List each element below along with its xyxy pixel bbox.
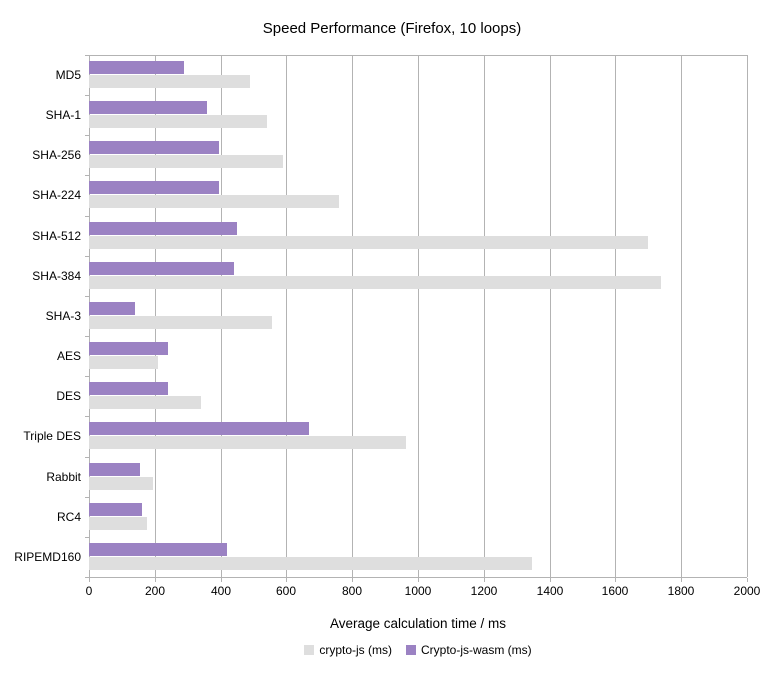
y-axis-tick-13 — [85, 577, 89, 578]
y-axis-tick-12 — [85, 537, 89, 538]
bar-crypto-js-wasm-ms--des — [89, 382, 168, 396]
bar-crypto-js-wasm-ms--rabbit — [89, 462, 140, 476]
y-axis-tick-1 — [85, 95, 89, 96]
chart-title: Speed Performance (Firefox, 10 loops) — [262, 20, 522, 37]
bar-crypto-js-ms--rc4 — [89, 516, 147, 530]
y-category-label-rabbit: Rabbit — [46, 469, 81, 484]
y-category-label-sha-3: SHA-3 — [45, 308, 81, 323]
bar-crypto-js-ms--triple-des — [89, 436, 407, 450]
x-axis-tick-200 — [155, 578, 156, 582]
gridline-x-1400 — [550, 55, 551, 577]
gridline-x-1200 — [484, 55, 485, 577]
bar-crypto-js-wasm-ms--ripemd160 — [89, 542, 228, 556]
gridline-x-2000 — [747, 55, 748, 577]
x-tick-label-1000: 1000 — [404, 584, 432, 598]
bar-crypto-js-ms--sha-3 — [89, 315, 272, 329]
legend-item-crypto-js-wasm: Crypto-js-wasm (ms) — [406, 643, 532, 657]
y-category-label-sha-384: SHA-384 — [32, 268, 81, 283]
legend-label-crypto-js-wasm: Crypto-js-wasm (ms) — [421, 643, 532, 657]
bar-crypto-js-wasm-ms--sha-1 — [89, 101, 208, 115]
legend-label-crypto-js: crypto-js (ms) — [319, 643, 392, 657]
y-category-label-sha-224: SHA-224 — [32, 188, 81, 203]
y-axis-tick-6 — [85, 296, 89, 297]
bar-crypto-js-ms--rabbit — [89, 476, 154, 490]
x-axis-tick-0 — [89, 578, 90, 582]
bar-crypto-js-wasm-ms--aes — [89, 342, 168, 356]
y-axis-tick-7 — [85, 336, 89, 337]
y-axis-tick-0 — [85, 55, 89, 56]
x-tick-label-600: 600 — [275, 584, 297, 598]
x-axis-tick-400 — [221, 578, 222, 582]
bar-crypto-js-ms--md5 — [89, 75, 251, 88]
legend-item-crypto-js: crypto-js (ms) — [304, 643, 392, 657]
gridline-x-1600 — [615, 55, 616, 577]
bar-crypto-js-wasm-ms--sha-384 — [89, 261, 234, 275]
x-tick-label-0: 0 — [85, 584, 93, 598]
y-category-label-aes: AES — [56, 349, 81, 364]
x-axis-tick-1800 — [681, 578, 682, 582]
y-category-label-ripemd160: RIPEMD160 — [14, 549, 81, 564]
gridline-x-600 — [286, 55, 287, 577]
x-axis-tick-1200 — [484, 578, 485, 582]
y-category-label-sha-256: SHA-256 — [32, 148, 81, 163]
gridline-x-1000 — [418, 55, 419, 577]
bar-crypto-js-ms--aes — [89, 356, 159, 370]
gridline-x-800 — [352, 55, 353, 577]
legend-swatch-crypto-js-wasm — [406, 645, 416, 655]
x-tick-label-2000: 2000 — [733, 584, 761, 598]
bar-crypto-js-wasm-ms--md5 — [89, 61, 185, 74]
x-axis-tick-1600 — [615, 578, 616, 582]
y-axis-tick-11 — [85, 497, 89, 498]
plot-area — [89, 55, 748, 578]
x-axis-tick-2000 — [747, 578, 748, 582]
bar-crypto-js-ms--sha-384 — [89, 275, 662, 289]
x-tick-label-400: 400 — [210, 584, 232, 598]
bar-crypto-js-wasm-ms--sha-3 — [89, 301, 136, 315]
bar-crypto-js-ms--sha-224 — [89, 195, 340, 209]
x-tick-label-1200: 1200 — [470, 584, 498, 598]
bar-crypto-js-ms--ripemd160 — [89, 556, 532, 570]
y-category-label-triple-des: Triple DES — [23, 429, 81, 444]
x-tick-label-1600: 1600 — [601, 584, 629, 598]
bar-crypto-js-wasm-ms--sha-224 — [89, 181, 219, 195]
y-category-label-sha-512: SHA-512 — [32, 228, 81, 243]
y-axis-tick-10 — [85, 457, 89, 458]
y-category-label-sha-1: SHA-1 — [45, 108, 81, 123]
x-axis-tick-800 — [352, 578, 353, 582]
y-axis-tick-5 — [85, 256, 89, 257]
x-axis-title: Average calculation time / ms — [329, 616, 507, 631]
x-axis-line — [89, 577, 747, 578]
legend: crypto-js (ms) Crypto-js-wasm (ms) — [89, 643, 747, 657]
x-axis-tick-1000 — [418, 578, 419, 582]
y-category-label-rc4: RC4 — [56, 509, 81, 524]
bar-crypto-js-wasm-ms--sha-256 — [89, 141, 219, 155]
x-axis-tick-600 — [286, 578, 287, 582]
y-axis-tick-8 — [85, 376, 89, 377]
y-axis-tick-4 — [85, 216, 89, 217]
y-category-label-des: DES — [56, 389, 81, 404]
x-tick-label-1400: 1400 — [536, 584, 564, 598]
y-axis-tick-2 — [85, 135, 89, 136]
x-tick-label-200: 200 — [144, 584, 166, 598]
bar-crypto-js-ms--sha-256 — [89, 155, 284, 169]
x-tick-label-800: 800 — [341, 584, 363, 598]
gridline-x-1800 — [681, 55, 682, 577]
bar-crypto-js-ms--des — [89, 396, 201, 410]
bar-crypto-js-ms--sha-1 — [89, 115, 267, 129]
x-tick-label-1800: 1800 — [667, 584, 695, 598]
y-axis-tick-9 — [85, 416, 89, 417]
bar-crypto-js-wasm-ms--sha-512 — [89, 221, 238, 235]
bar-crypto-js-ms--sha-512 — [89, 235, 649, 249]
bar-crypto-js-wasm-ms--rc4 — [89, 502, 142, 516]
bar-crypto-js-wasm-ms--triple-des — [89, 422, 310, 436]
legend-swatch-crypto-js — [304, 645, 315, 655]
x-axis-tick-1400 — [550, 578, 551, 582]
y-category-label-md5: MD5 — [55, 68, 81, 82]
y-axis-tick-3 — [85, 175, 89, 176]
